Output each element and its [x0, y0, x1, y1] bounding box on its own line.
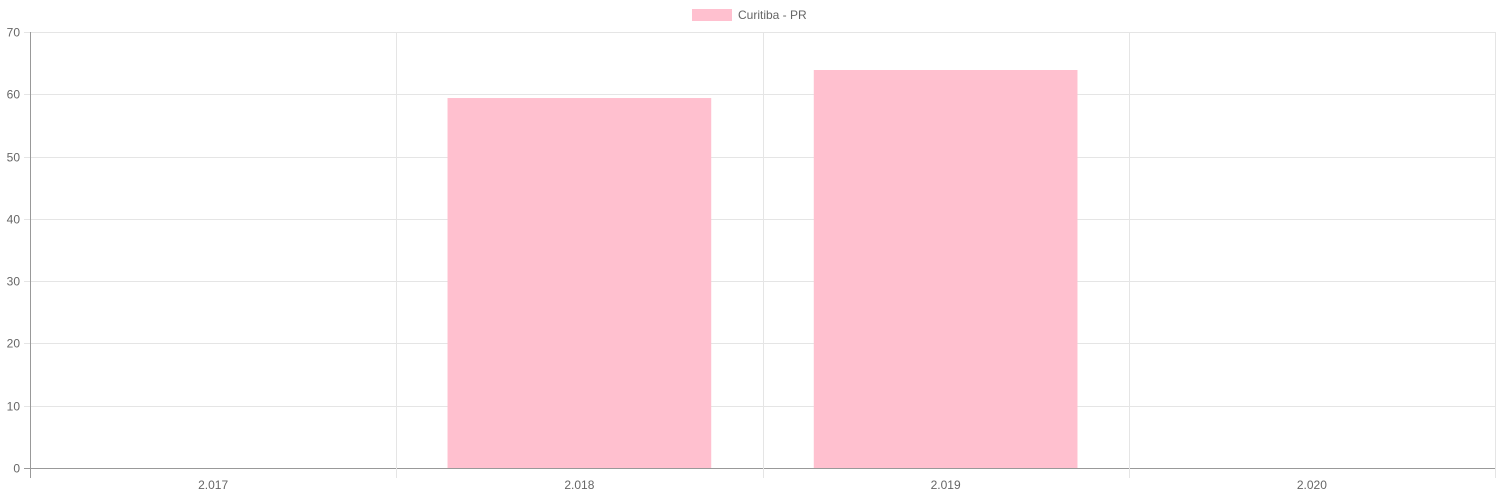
- y-tick-label: 50: [7, 151, 21, 165]
- bar: [813, 69, 1078, 468]
- grid-lines: [24, 32, 1496, 478]
- y-tick-label: 20: [7, 337, 21, 351]
- y-tick-label: 70: [7, 26, 21, 40]
- legend: Curitiba - PR: [692, 8, 807, 22]
- x-tick-label: 2.017: [198, 478, 228, 492]
- x-tick-label: 2.020: [1297, 478, 1327, 492]
- x-tick-label: 2.018: [564, 478, 594, 492]
- legend-label: Curitiba - PR: [738, 8, 807, 22]
- legend-swatch: [692, 9, 732, 21]
- x-tick-label: 2.019: [931, 478, 961, 492]
- bar: [447, 98, 712, 468]
- y-tick-label: 0: [13, 462, 20, 476]
- axes: 0 10 20 30 40 50 60 70 2.017 2.018 2.019 2.020: [7, 26, 1328, 493]
- y-tick-label: 10: [7, 400, 21, 414]
- y-tick-label: 40: [7, 213, 21, 227]
- y-tick-label: 30: [7, 275, 21, 289]
- bars: [447, 69, 1078, 468]
- y-tick-label: 60: [7, 88, 21, 102]
